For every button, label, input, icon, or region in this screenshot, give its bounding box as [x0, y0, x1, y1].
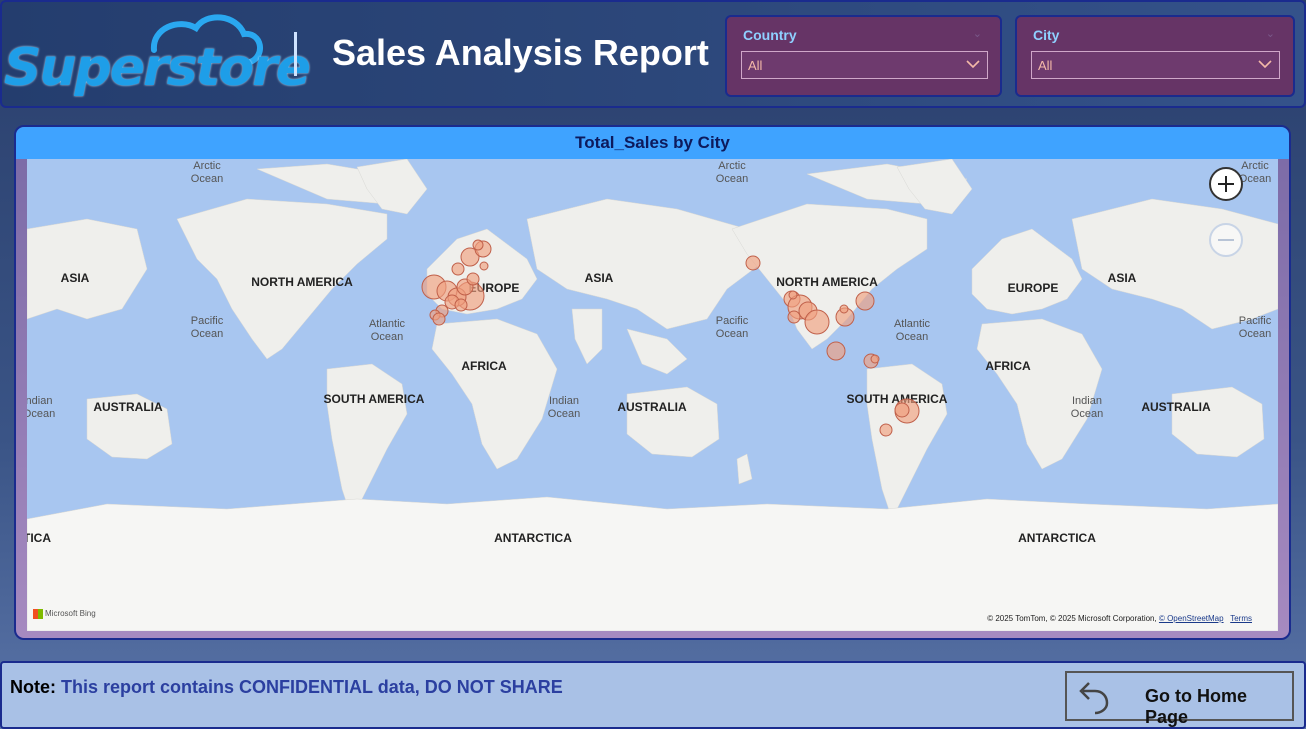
confidential-note: Note: This report contains CONFIDENTIAL … [10, 677, 563, 698]
city-bubble[interactable] [894, 402, 910, 418]
label-north-america-right: NORTH AMERICA [776, 275, 878, 289]
label-pacific-ocean-left: Pacific [191, 315, 224, 327]
note-text: This report contains CONFIDENTIAL data, … [61, 677, 563, 697]
back-arrow-icon [1079, 682, 1109, 715]
city-slicer[interactable]: City ⌄ All [1015, 15, 1295, 97]
city-bubble[interactable] [788, 290, 798, 300]
label-arctic-ocean-mid: Arctic [718, 160, 746, 172]
city-bubble[interactable] [787, 310, 801, 324]
country-slicer-label: Country [743, 27, 797, 43]
label-australia-mid: AUSTRALIA [617, 400, 687, 414]
label-north-america-left: NORTH AMERICA [251, 275, 353, 289]
city-bubble[interactable] [451, 262, 465, 276]
label-indian-ocean-mid: Indian [549, 395, 579, 407]
svg-text:Ocean: Ocean [716, 173, 748, 185]
label-south-america-left: SOUTH AMERICA [324, 392, 425, 406]
svg-text:Ocean: Ocean [27, 408, 55, 420]
city-bubble[interactable] [745, 255, 761, 271]
city-bubble[interactable] [870, 354, 880, 364]
terms-link[interactable]: Terms [1230, 614, 1252, 623]
logo-text: Superstore [4, 38, 311, 98]
collapse-icon[interactable]: ⌄ [972, 27, 982, 40]
microsoft-logo-icon [33, 609, 43, 619]
svg-text:Ocean: Ocean [1239, 173, 1271, 185]
label-australia-right: AUSTRALIA [1141, 400, 1211, 414]
svg-text:Ocean: Ocean [1071, 408, 1103, 420]
minus-icon [1218, 239, 1234, 241]
report-header: Superstore Sales Analysis Report Country… [0, 0, 1306, 108]
country-dropdown[interactable]: All [741, 51, 988, 79]
city-slicer-label: City [1033, 27, 1060, 43]
label-pacific-ocean-right: Pacific [1239, 315, 1272, 327]
map-title-bar: Total_Sales by City [16, 127, 1289, 159]
label-arctic-ocean-left: Arctic [193, 160, 221, 172]
header-divider [294, 32, 297, 76]
home-button-label: Go to Home Page [1145, 686, 1247, 727]
map-visual: Total_Sales by City [14, 125, 1291, 640]
label-asia-left: ASIA [61, 271, 90, 285]
label-south-america-right: SOUTH AMERICA [847, 392, 948, 406]
city-bubble[interactable] [472, 239, 484, 251]
label-arctic-ocean-right: Arctic [1241, 160, 1269, 172]
city-bubble[interactable] [855, 291, 875, 311]
city-dropdown-value: All [1038, 58, 1053, 73]
page-title: Sales Analysis Report [332, 32, 709, 73]
superstore-logo: Superstore [4, 10, 311, 102]
label-asia-right: ASIA [1108, 271, 1137, 285]
svg-text:Ocean: Ocean [548, 408, 580, 420]
chevron-down-icon [1258, 60, 1272, 69]
city-bubble[interactable] [879, 423, 893, 437]
zoom-in-button[interactable] [1209, 167, 1243, 201]
zoom-out-button[interactable] [1209, 223, 1243, 257]
label-indian-ocean-right: Indian [1072, 395, 1102, 407]
report-footer: Note: This report contains CONFIDENTIAL … [0, 661, 1306, 729]
city-bubble[interactable] [460, 247, 480, 267]
label-antarctica-right: ANTARCTICA [1018, 531, 1096, 545]
city-bubble[interactable] [454, 298, 468, 312]
chevron-down-icon [966, 60, 980, 69]
city-bubble[interactable] [826, 341, 846, 361]
world-map[interactable]: Arctic Ocean Arctic Ocean Arctic Ocean P… [27, 159, 1278, 631]
label-antarctica-left: ANTARCTICA [494, 531, 572, 545]
country-dropdown-value: All [748, 58, 763, 73]
label-atlantic-ocean-right: Atlantic [894, 318, 931, 330]
label-europe-right: EUROPE [1008, 281, 1059, 295]
map-title: Total_Sales by City [575, 133, 730, 152]
svg-text:Ocean: Ocean [191, 173, 223, 185]
svg-text:Ocean: Ocean [191, 328, 223, 340]
go-to-home-page-button[interactable]: Go to Home Page [1065, 671, 1294, 727]
openstreetmap-link[interactable]: © OpenStreetMap [1158, 614, 1224, 623]
map-attribution: © 2025 TomTom, © 2025 Microsoft Corporat… [987, 614, 1252, 623]
svg-text:Ocean: Ocean [1239, 328, 1271, 340]
city-bubble[interactable] [466, 272, 480, 286]
label-indian-ocean-partial: ndian [27, 395, 52, 407]
label-australia-left: AUSTRALIA [93, 400, 163, 414]
label-antarctica-partial: TICA [27, 531, 51, 545]
label-atlantic-ocean-left: Atlantic [369, 318, 406, 330]
svg-text:Ocean: Ocean [896, 331, 928, 343]
plus-icon [1218, 176, 1234, 192]
label-africa-right: AFRICA [985, 359, 1031, 373]
map-canvas: Arctic Ocean Arctic Ocean Arctic Ocean P… [27, 159, 1278, 631]
cloud-icon [150, 14, 263, 65]
label-asia-mid: ASIA [585, 271, 614, 285]
label-pacific-ocean-mid: Pacific [716, 315, 749, 327]
collapse-icon[interactable]: ⌄ [1265, 27, 1275, 40]
country-slicer[interactable]: Country ⌄ All [725, 15, 1002, 97]
note-label: Note: [10, 677, 56, 697]
city-bubble[interactable] [804, 309, 830, 335]
bing-attribution: Microsoft Bing [33, 609, 96, 619]
city-bubble[interactable] [839, 304, 849, 314]
city-bubble[interactable] [432, 312, 446, 326]
svg-text:Ocean: Ocean [716, 328, 748, 340]
city-dropdown[interactable]: All [1031, 51, 1280, 79]
city-bubble[interactable] [479, 261, 489, 271]
label-africa-left: AFRICA [461, 359, 507, 373]
svg-text:Ocean: Ocean [371, 331, 403, 343]
